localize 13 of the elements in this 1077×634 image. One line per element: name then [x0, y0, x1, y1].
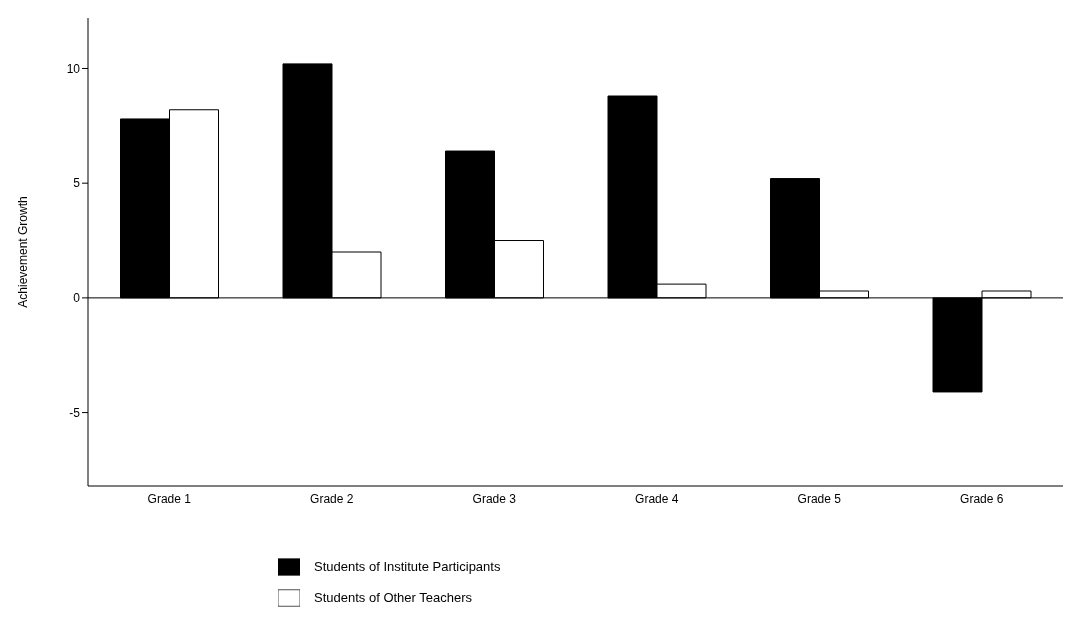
y-axis-title: Achievement Growth — [16, 196, 31, 308]
y-tick-label: 10 — [66, 61, 81, 76]
x-tick-label: Grade 2 — [310, 491, 354, 506]
x-tick-label: Grade 3 — [472, 491, 517, 506]
x-tick-label: Grade 1 — [147, 491, 192, 506]
x-tick-label: Grade 4 — [635, 491, 679, 506]
y-tick-label: 0 — [73, 291, 81, 306]
legend-label: Students of Institute Participants — [314, 559, 501, 574]
x-tick-label: Grade 6 — [960, 491, 1004, 506]
legend-label: Students of Other Teachers — [314, 590, 473, 605]
y-tick-label: 5 — [73, 176, 81, 191]
y-tick-label: -5 — [69, 405, 81, 420]
x-tick-label: Grade 5 — [797, 491, 842, 506]
